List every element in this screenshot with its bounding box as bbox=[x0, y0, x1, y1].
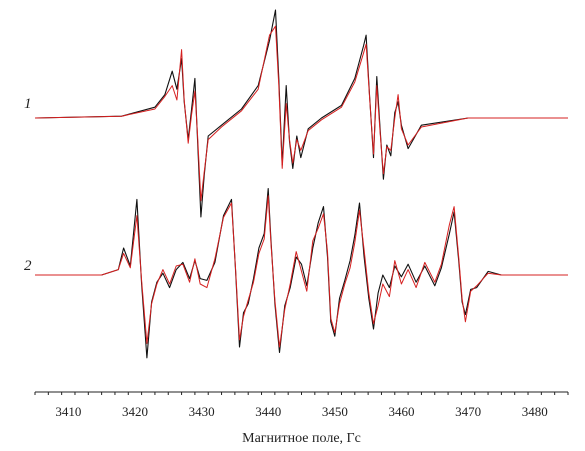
curve-2 bbox=[35, 188, 568, 359]
x-tick-label: 3420 bbox=[122, 404, 148, 419]
curve-label-2: 2 bbox=[24, 258, 32, 274]
curve-1-experimental-line bbox=[34, 9, 568, 218]
x-tick-label: 3460 bbox=[388, 404, 414, 419]
x-ticks: 3410 3420 3430 3440 3450 3460 3470 3480 bbox=[34, 392, 569, 419]
curve-label-1: 1 bbox=[24, 96, 32, 112]
x-tick-label: 3430 bbox=[189, 404, 215, 419]
x-tick-label: 3410 bbox=[55, 404, 81, 419]
curve-2-simulated-line bbox=[35, 195, 568, 348]
curve-2-experimental-line bbox=[35, 188, 568, 359]
curve-1-simulated-line bbox=[34, 25, 568, 202]
x-tick-label: 3470 bbox=[455, 404, 481, 419]
x-tick-label: 3480 bbox=[522, 404, 548, 419]
x-tick-label: 3440 bbox=[255, 404, 281, 419]
x-axis: 3410 3420 3430 3440 3450 3460 3470 3480 Магнитн… bbox=[34, 391, 569, 446]
x-tick-label: 3450 bbox=[322, 404, 348, 419]
x-axis-title: Магнитное поле, Гс bbox=[242, 431, 361, 446]
curve-labels: 1 2 bbox=[24, 96, 32, 274]
plot-area bbox=[34, 9, 568, 359]
curve-1 bbox=[34, 9, 568, 218]
